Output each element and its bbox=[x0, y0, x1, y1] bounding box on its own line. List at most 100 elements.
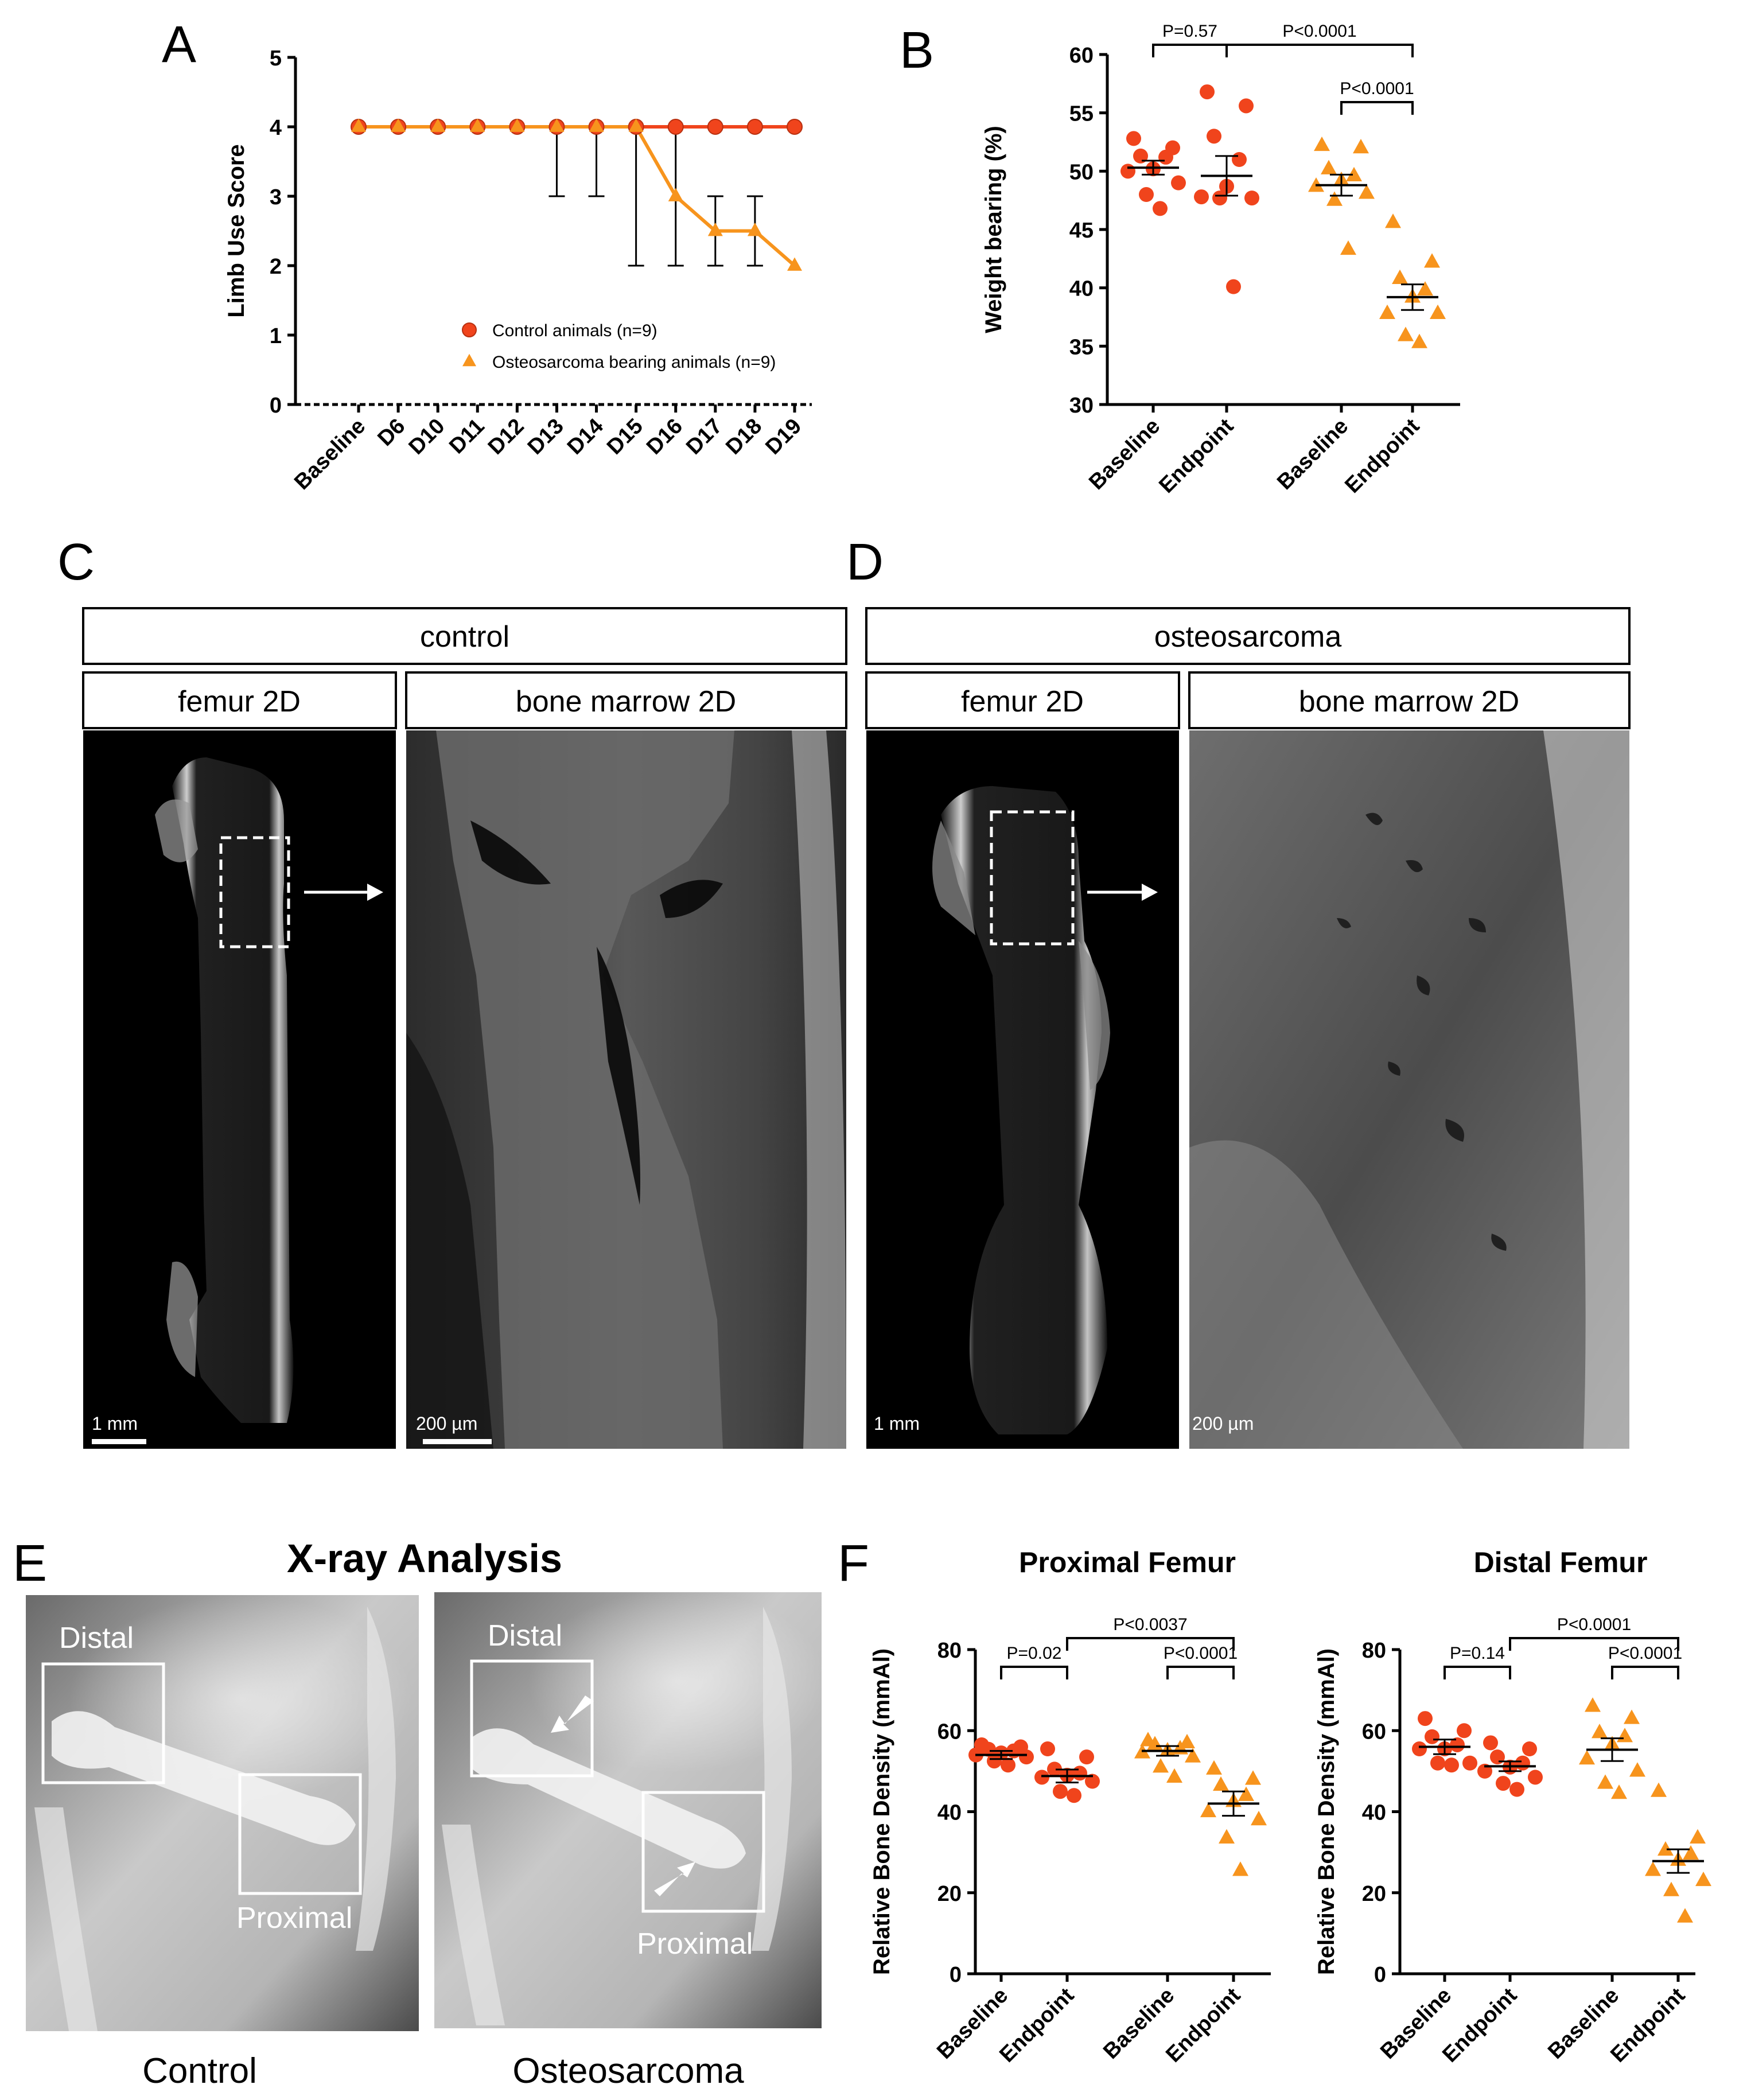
data-point bbox=[1585, 1697, 1601, 1712]
x-tick-label: D17 bbox=[682, 414, 727, 460]
data-point bbox=[1034, 1770, 1049, 1785]
data-point bbox=[1171, 175, 1186, 190]
data-point bbox=[1226, 279, 1241, 294]
legend-osteo-marker bbox=[462, 353, 476, 367]
y-tick-label: 45 bbox=[1069, 219, 1094, 243]
marrow-cavity-control bbox=[470, 820, 723, 1205]
data-point bbox=[1153, 1758, 1169, 1773]
data-point bbox=[1079, 1749, 1094, 1765]
significance-bracket bbox=[1166, 1666, 1235, 1679]
y-tick-label: 0 bbox=[270, 394, 282, 418]
data-point bbox=[1392, 269, 1408, 284]
data-point bbox=[1053, 1784, 1068, 1799]
data-point bbox=[1206, 1760, 1222, 1775]
panel-label-d: D bbox=[846, 534, 884, 591]
data-point bbox=[1483, 1735, 1498, 1751]
header-box-control bbox=[82, 607, 847, 665]
data-point bbox=[1238, 1786, 1254, 1801]
data-point bbox=[1683, 1845, 1699, 1860]
scalebar-femur-control bbox=[92, 1439, 146, 1444]
data-point bbox=[1179, 1733, 1195, 1749]
data-point bbox=[1379, 304, 1395, 319]
y-tick-label: 3 bbox=[270, 185, 282, 209]
xray-box-proximal-osteo bbox=[641, 1791, 765, 1913]
scalebar-marrow-control bbox=[423, 1439, 492, 1444]
x-tick-label: D10 bbox=[404, 414, 450, 460]
y-tick-label: 0 bbox=[1374, 1963, 1386, 1987]
panel-label-c: C bbox=[57, 534, 95, 591]
subheader-marrow-osteo: bone marrow 2D bbox=[1299, 685, 1519, 718]
data-point bbox=[1645, 1861, 1661, 1876]
xray-analysis: X-ray Analysis Distal Proximal Control D… bbox=[26, 1536, 826, 2091]
data-point bbox=[1398, 326, 1414, 341]
data-point bbox=[1040, 1741, 1055, 1757]
data-point bbox=[1085, 1774, 1100, 1789]
data-point bbox=[1515, 1755, 1530, 1771]
legend-control-marker bbox=[462, 322, 477, 337]
osteo-line bbox=[359, 125, 796, 267]
data-point bbox=[1232, 152, 1247, 167]
data-point bbox=[1200, 1802, 1216, 1818]
data-point bbox=[1657, 1841, 1674, 1856]
x-tick-label: Baseline bbox=[290, 414, 370, 495]
x-tick-label: D18 bbox=[721, 414, 766, 460]
y-tick-label: 40 bbox=[1069, 277, 1094, 301]
subheader-box-femur-osteo bbox=[865, 671, 1180, 729]
data-point bbox=[1139, 187, 1154, 202]
x-tick-label: D11 bbox=[445, 414, 489, 459]
marrow-cortex-control bbox=[792, 730, 846, 1449]
data-point bbox=[1213, 1776, 1229, 1791]
osteo-point bbox=[628, 118, 644, 132]
panel-label-a: A bbox=[162, 16, 196, 73]
data-point bbox=[1457, 1723, 1472, 1739]
xray-box-proximal-control bbox=[238, 1773, 362, 1895]
osteo-point bbox=[707, 222, 723, 236]
marrow-band-osteo bbox=[1189, 1140, 1463, 1449]
xray-distal-label-osteo: Distal bbox=[488, 1619, 562, 1652]
y-tick-label: 55 bbox=[1069, 102, 1094, 126]
osteo-point bbox=[391, 118, 406, 132]
scale-label-marrow-control: 200 µm bbox=[416, 1413, 477, 1434]
significance-bracket bbox=[1340, 101, 1414, 115]
chart-title: Distal Femur bbox=[1474, 1546, 1648, 1578]
data-point bbox=[1496, 1776, 1511, 1791]
data-point bbox=[1200, 84, 1215, 100]
significance-bracket bbox=[1611, 1666, 1679, 1679]
xray-title: X-ray Analysis bbox=[287, 1536, 562, 1581]
y-axis-title: Limb Use Score bbox=[224, 144, 249, 317]
arrow-head-control bbox=[367, 884, 383, 901]
data-point bbox=[1417, 281, 1433, 296]
y-tick-label: 80 bbox=[937, 1639, 962, 1663]
data-point bbox=[1462, 1755, 1477, 1771]
xray-caption-osteo: Osteosarcoma bbox=[512, 2051, 744, 2091]
data-point bbox=[1509, 1782, 1524, 1797]
data-point bbox=[1212, 190, 1227, 206]
y-tick-label: 20 bbox=[1362, 1882, 1386, 1906]
data-point bbox=[1424, 253, 1440, 268]
legend-osteo-label: Osteosarcoma bearing animals (n=9) bbox=[492, 353, 776, 372]
chart-weight-bearing: 30 35 40 45 50 55 60 Weight bearing (%) Baseline… bbox=[981, 22, 1460, 498]
data-point bbox=[1245, 1770, 1261, 1785]
xray-distal-label-control: Distal bbox=[59, 1621, 134, 1655]
osteo-point bbox=[589, 118, 604, 132]
data-point bbox=[1072, 1765, 1087, 1781]
y-tick-label: 60 bbox=[1362, 1720, 1386, 1744]
data-point bbox=[1444, 1757, 1459, 1773]
subheader-femur-osteo: femur 2D bbox=[961, 685, 1084, 718]
subheader-box-marrow-osteo bbox=[1188, 671, 1631, 729]
y-axis-title: Weight bearing (%) bbox=[981, 126, 1006, 333]
panel-label-b: B bbox=[900, 22, 934, 79]
data-point bbox=[987, 1753, 1002, 1769]
header-control: control bbox=[420, 620, 509, 654]
xray-box-distal-control bbox=[41, 1662, 165, 1784]
y-tick-label: 60 bbox=[1069, 44, 1094, 68]
osteo-point bbox=[351, 118, 366, 132]
data-point bbox=[1067, 1788, 1081, 1803]
data-point bbox=[1185, 1748, 1201, 1763]
data-point bbox=[1166, 1768, 1182, 1783]
x-tick-label: D13 bbox=[523, 414, 569, 460]
data-point bbox=[1597, 1774, 1613, 1789]
x-tick-label: D6 bbox=[373, 414, 410, 451]
xray-tibia-osteo bbox=[442, 1607, 792, 2025]
